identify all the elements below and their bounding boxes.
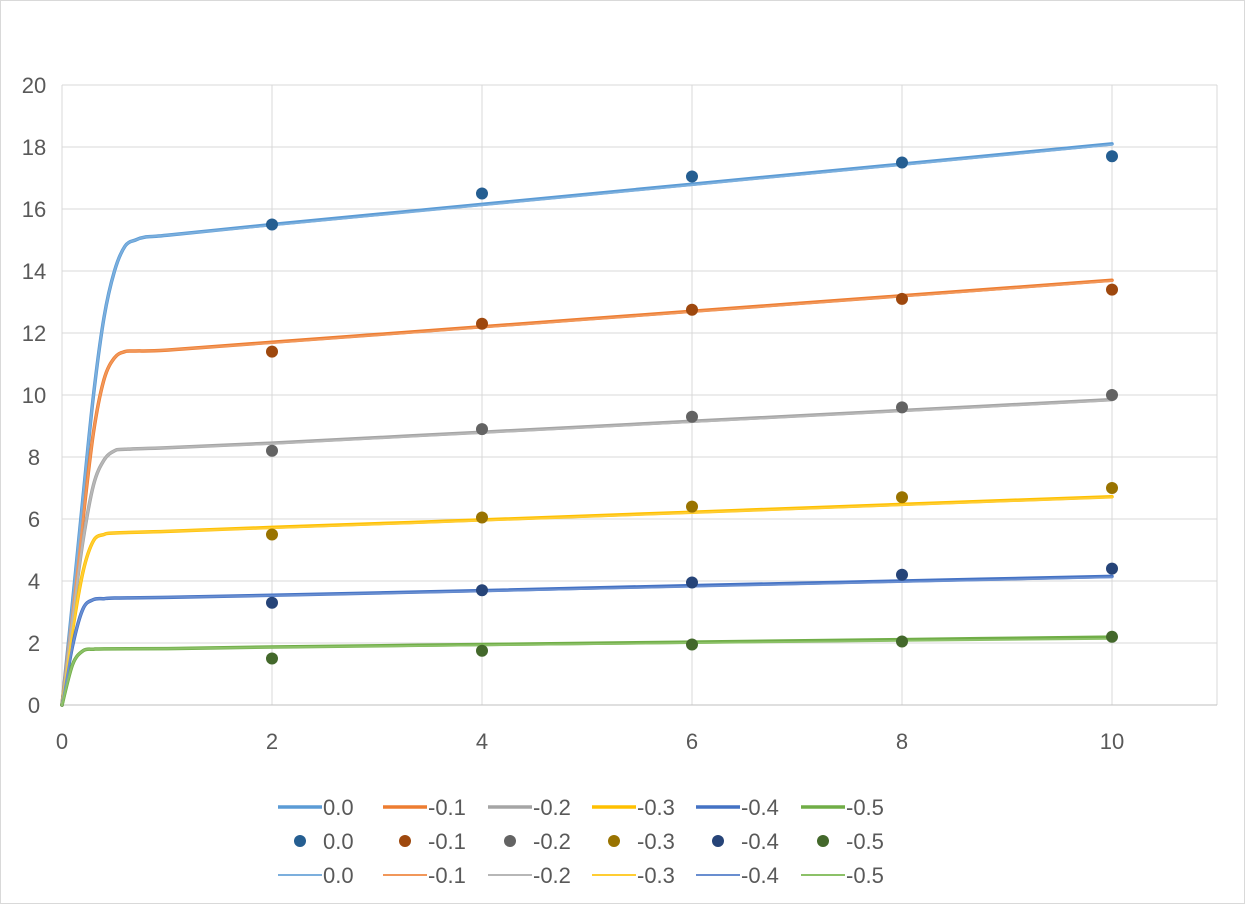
legend-marker [504, 835, 516, 847]
series-point [1106, 630, 1118, 643]
series-point [266, 218, 278, 231]
series-point [896, 635, 908, 648]
series-point [266, 596, 278, 609]
y-tick-label: 2 [28, 631, 40, 656]
legend-label: 0.0 [323, 829, 354, 854]
series-line [60, 142, 1114, 707]
series-line [61, 399, 1113, 706]
series-point [896, 568, 908, 581]
series-line [61, 279, 1113, 706]
series-line [61, 576, 1113, 706]
legend-marker [817, 835, 829, 847]
series-point [476, 644, 488, 657]
series-point [1106, 283, 1118, 296]
y-tick-label: 8 [28, 445, 40, 470]
y-tick-label: 6 [28, 507, 40, 532]
tick-labels: 0 2 4 6 8 10 12 14 16 18 20 0 2 4 6 8 10 [22, 73, 1124, 754]
legend-label: -0.2 [533, 795, 571, 820]
y-tick-label: 4 [28, 569, 40, 594]
y-tick-label: 20 [22, 73, 46, 98]
legend-label: -0.3 [637, 829, 675, 854]
series-point [686, 500, 698, 513]
legend-label: -0.2 [533, 829, 571, 854]
x-tick-label: 0 [56, 729, 68, 754]
series-point [686, 303, 698, 316]
y-tick-label: 12 [22, 321, 46, 346]
legend-label: -0.2 [533, 863, 571, 888]
series-point [1106, 389, 1118, 401]
y-tick-label: 14 [22, 259, 46, 284]
series-point [266, 444, 278, 457]
y-tick-label: 18 [22, 135, 46, 160]
legend-marker [712, 835, 724, 847]
series-point [686, 638, 698, 651]
legend-label: -0.1 [428, 829, 466, 854]
series-line [60, 494, 1114, 707]
legend-marker [399, 835, 411, 847]
legend-marker [294, 835, 306, 847]
series-point [476, 187, 488, 200]
series-point [476, 511, 488, 524]
legend-label: 0.0 [323, 795, 354, 820]
legend-label: -0.4 [741, 829, 779, 854]
x-tick-label: 6 [686, 729, 698, 754]
legend-label: -0.1 [428, 795, 466, 820]
legend-label: -0.4 [741, 863, 779, 888]
series-point [686, 576, 698, 589]
series-point [266, 652, 278, 665]
series-point [476, 584, 488, 597]
series-point [1106, 150, 1118, 163]
series-point [896, 156, 908, 169]
series-line [61, 496, 1113, 706]
series-point [686, 410, 698, 423]
series-point [476, 423, 488, 436]
series-point [896, 401, 908, 414]
series-line [61, 637, 1113, 706]
legend-label: -0.5 [846, 863, 884, 888]
series-point [1106, 482, 1118, 494]
legend-label: -0.3 [637, 795, 675, 820]
series-point [686, 170, 698, 183]
legend-marker [608, 835, 620, 847]
y-tick-label: 16 [22, 197, 46, 222]
x-tick-label: 4 [476, 729, 488, 754]
legend-label: -0.5 [846, 795, 884, 820]
x-tick-label: 10 [1100, 729, 1124, 754]
series-point [476, 317, 488, 330]
series-point [896, 491, 908, 504]
x-tick-label: 8 [896, 729, 908, 754]
series-line [61, 143, 1113, 706]
x-tick-label: 2 [266, 729, 278, 754]
legend-label: -0.4 [741, 795, 779, 820]
series-points [266, 150, 1118, 665]
series-point [1106, 562, 1118, 575]
legend-label: -0.3 [637, 863, 675, 888]
series-lines [60, 142, 1114, 707]
grid [61, 84, 1218, 705]
series-point [266, 528, 278, 541]
y-tick-label: 10 [22, 383, 46, 408]
series-point [896, 292, 908, 305]
legend-label: -0.5 [846, 829, 884, 854]
y-tick-label: 0 [28, 693, 40, 718]
legend: 0.0 -0.1 -0.2 -0.3 -0.4 -0.5 0.0 -0.1 -0.2 -0.3 -0… [278, 795, 884, 888]
series-point [266, 345, 278, 358]
legend-label: -0.1 [428, 863, 466, 888]
legend-label: 0.0 [323, 863, 354, 888]
series-line [60, 278, 1114, 707]
